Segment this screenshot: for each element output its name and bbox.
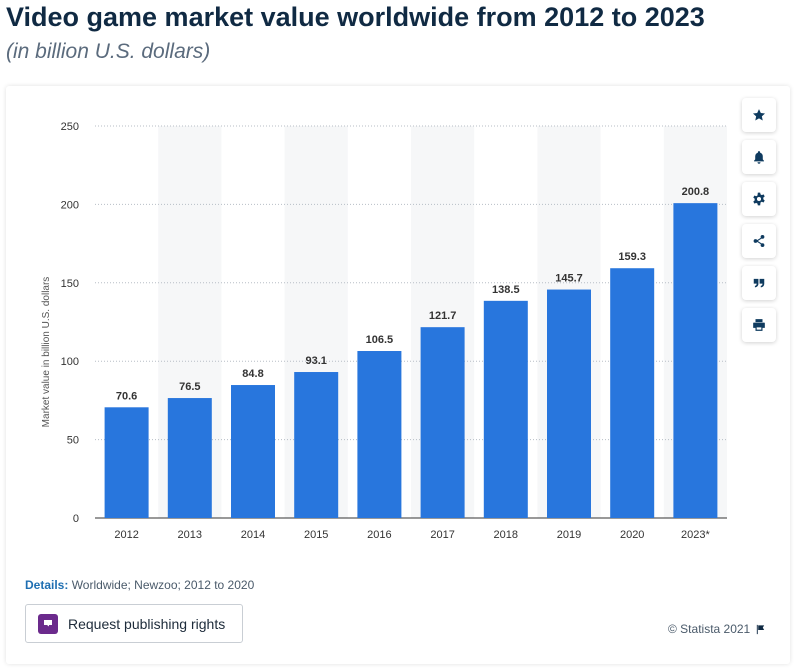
share-button[interactable] [742, 224, 776, 258]
settings-button[interactable] [742, 182, 776, 216]
data-label: 76.5 [179, 381, 200, 393]
details-text: Worldwide; Newzoo; 2012 to 2020 [68, 578, 255, 592]
notification-button[interactable] [742, 140, 776, 174]
print-icon [753, 319, 765, 331]
x-tick-label: 2013 [178, 529, 202, 541]
bar [357, 351, 402, 518]
gear-icon [753, 192, 765, 206]
details-label: Details: [25, 578, 69, 592]
statista-credit: © Statista 2021 [668, 622, 766, 636]
y-tick-label: 200 [61, 199, 79, 211]
details-line: Details: Worldwide; Newzoo; 2012 to 2020 [25, 578, 254, 592]
favorite-button[interactable] [742, 98, 776, 132]
share-icon [753, 235, 765, 247]
bar [104, 407, 149, 518]
y-tick-label: 100 [61, 356, 79, 368]
data-label: 93.1 [305, 355, 326, 367]
y-tick-label: 50 [67, 435, 79, 447]
x-tick-label: 2020 [620, 529, 644, 541]
page-title: Video game market value worldwide from 2… [6, 2, 705, 32]
x-tick-label: 2012 [114, 529, 138, 541]
bar [673, 203, 718, 518]
x-tick-label: 2016 [367, 529, 391, 541]
bar [483, 300, 528, 518]
y-tick-label: 250 [61, 121, 79, 133]
publish-button-label: Request publishing rights [68, 615, 226, 632]
x-tick-label: 2018 [494, 529, 518, 541]
data-label: 159.3 [618, 251, 646, 263]
credit-text: © Statista 2021 [668, 622, 751, 636]
y-axis-title: Market value in billion U.S. dollars [41, 277, 52, 428]
print-button[interactable] [742, 308, 776, 342]
data-label: 106.5 [366, 334, 394, 346]
x-tick-label: 2014 [241, 529, 265, 541]
bar [231, 385, 275, 518]
bar [294, 372, 339, 518]
request-publishing-rights-button[interactable]: Request publishing rights [25, 604, 243, 643]
x-tick-label: 2017 [430, 529, 454, 541]
flag-icon[interactable] [755, 624, 766, 635]
data-label: 145.7 [555, 273, 583, 285]
data-label: 121.7 [429, 310, 457, 322]
bar [610, 268, 655, 518]
bell-icon [754, 151, 764, 164]
x-tick-label: 2019 [557, 529, 581, 541]
bar [547, 289, 591, 518]
data-label: 70.6 [116, 390, 137, 402]
data-label: 138.5 [492, 284, 520, 296]
publishing-icon [38, 613, 58, 634]
y-tick-label: 150 [61, 278, 79, 290]
x-tick-label: 2023* [681, 529, 710, 541]
x-tick-label: 2015 [304, 529, 328, 541]
page-subtitle: (in billion U.S. dollars) [6, 40, 211, 63]
bar [420, 327, 465, 518]
data-label: 200.8 [682, 186, 710, 198]
cite-button[interactable] [742, 266, 776, 300]
star-icon [752, 109, 766, 121]
bar [167, 398, 212, 518]
data-label: 84.8 [242, 368, 263, 380]
quote-icon [753, 278, 765, 288]
y-tick-label: 0 [73, 513, 79, 525]
